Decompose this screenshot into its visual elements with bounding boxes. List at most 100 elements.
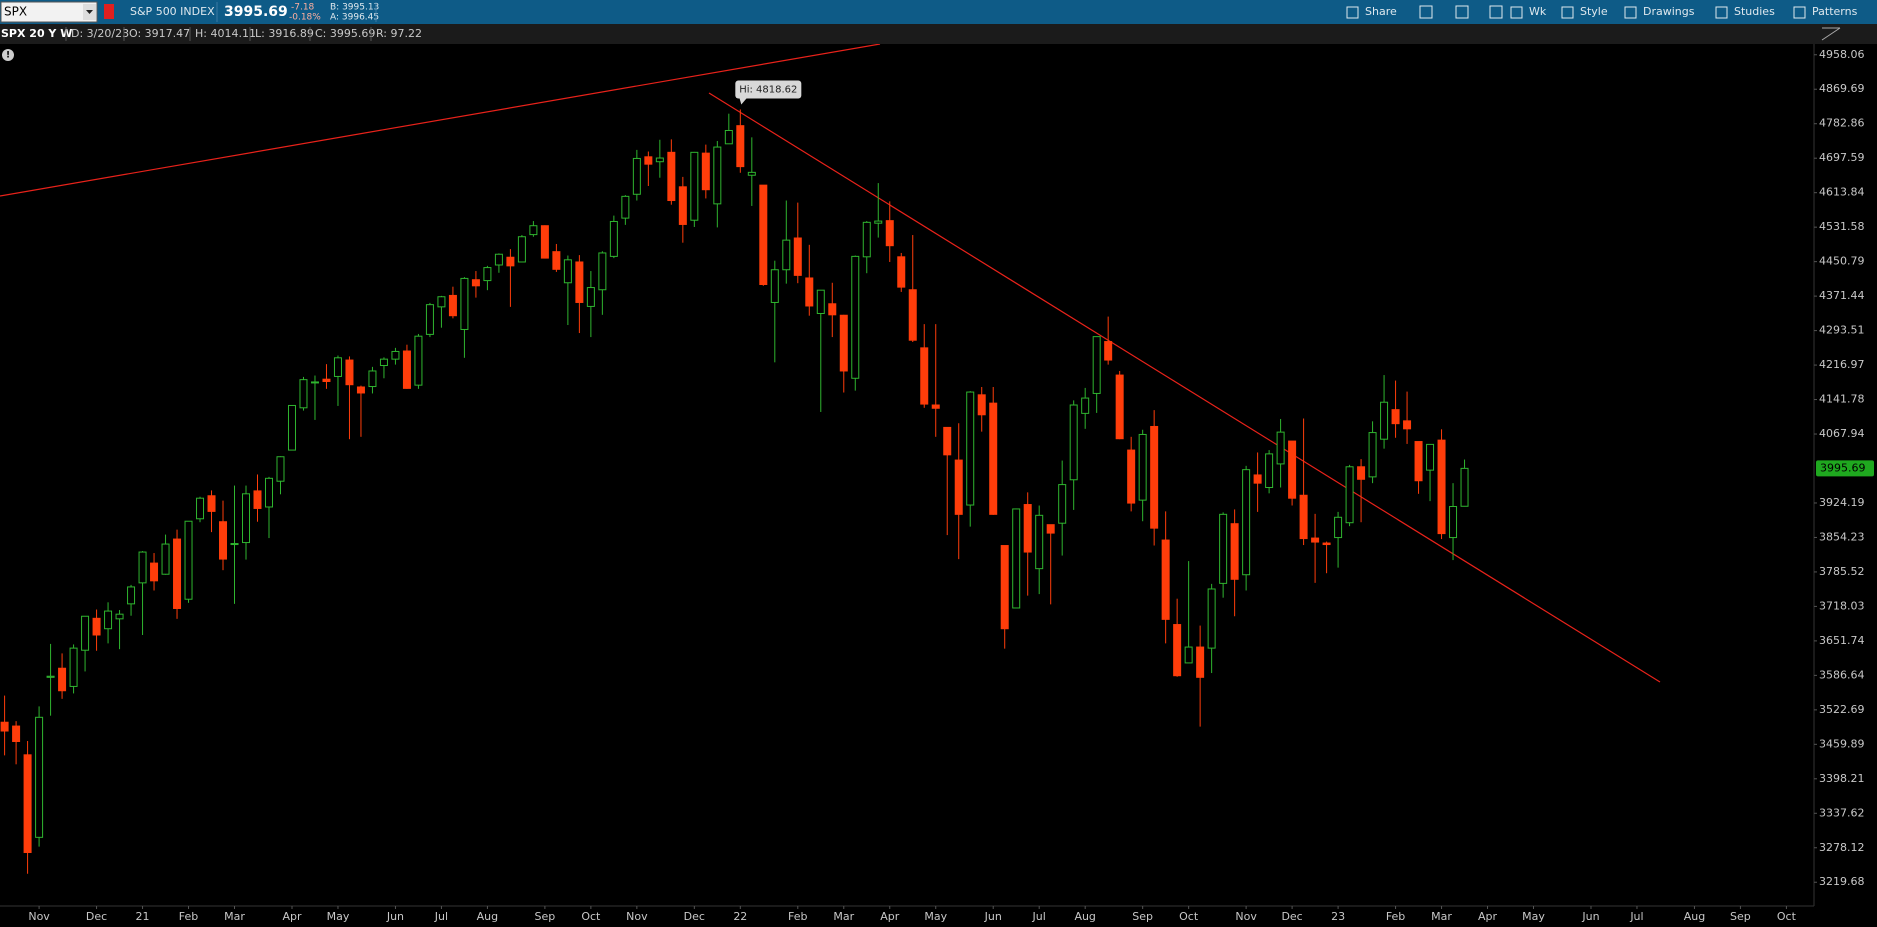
- y-tick-label: 3278.12: [1819, 841, 1865, 854]
- status-field: R: 97.22: [376, 27, 422, 40]
- candle-body: [196, 497, 205, 520]
- alert-icon[interactable]: [2, 49, 14, 61]
- trendline: [708, 92, 1661, 683]
- x-tick-label: Oct: [1777, 910, 1797, 923]
- toolbar-button-label[interactable]: Patterns: [1812, 5, 1858, 18]
- x-tick-label: Oct: [1179, 910, 1199, 923]
- x-tick-label: Jun: [984, 910, 1002, 923]
- y-tick-label: 4697.59: [1819, 151, 1865, 164]
- candle-body: [1092, 336, 1101, 394]
- symbol-input[interactable]: [0, 1, 98, 23]
- candle-body: [1115, 374, 1124, 440]
- candle-body: [598, 252, 607, 291]
- button-icon: [1561, 6, 1574, 19]
- x-tick-label: Sep: [1132, 910, 1153, 923]
- button-icon: [1346, 6, 1359, 19]
- candle-body: [575, 261, 584, 303]
- toolbar-button-label[interactable]: Studies: [1734, 5, 1775, 18]
- y-tick-label: 4293.51: [1819, 324, 1865, 337]
- candle-body: [1127, 449, 1136, 504]
- candle-body: [1288, 440, 1297, 499]
- toolbar-button-label[interactable]: Drawings: [1643, 5, 1695, 18]
- y-tick-label: 4450.79: [1819, 255, 1865, 268]
- candle-body: [621, 195, 630, 219]
- candle-body: [299, 379, 308, 409]
- candle-body: [345, 359, 354, 386]
- candle-body: [127, 586, 136, 605]
- candle-body: [242, 493, 251, 544]
- x-tick-label: Sep: [535, 910, 556, 923]
- candle-body: [943, 426, 952, 456]
- candle-body: [1058, 484, 1067, 524]
- candle-body: [920, 347, 929, 405]
- candle-body: [1460, 467, 1469, 507]
- candle-body: [173, 538, 182, 609]
- y-tick-label: 3586.64: [1819, 668, 1865, 681]
- x-tick-label: Oct: [581, 910, 601, 923]
- candle-body: [701, 152, 710, 191]
- candle-body: [1150, 425, 1159, 529]
- candle-body: [402, 350, 411, 389]
- link-icon[interactable]: [104, 4, 114, 19]
- x-tick-label: Dec: [1281, 910, 1302, 923]
- y-tick-label: 4613.84: [1819, 186, 1865, 199]
- toolbar-icon[interactable]: [1419, 5, 1433, 19]
- candle-body: [253, 490, 262, 509]
- dropdown-arrow: [86, 10, 93, 14]
- button-icon: [1510, 6, 1523, 19]
- candle-body: [1023, 504, 1032, 553]
- toolbar-button-label[interactable]: Wk: [1529, 5, 1547, 18]
- annotation: Hi: 4818.62: [739, 84, 797, 95]
- candle-body: [586, 287, 595, 307]
- x-tick-label: Nov: [1235, 910, 1257, 923]
- y-tick-label: 4958.06: [1819, 48, 1865, 61]
- candle-body: [138, 551, 147, 584]
- candle-body: [667, 151, 676, 202]
- candle-body: [1276, 431, 1285, 465]
- candle-body: [1046, 524, 1055, 534]
- y-tick-label: 3854.23: [1819, 530, 1865, 543]
- candle-body: [736, 125, 745, 168]
- plot-area: [0, 44, 1814, 906]
- candle-body: [724, 129, 733, 145]
- candle-body: [0, 721, 9, 732]
- candle-body: [1322, 542, 1331, 546]
- y-tick-label: 4782.86: [1819, 117, 1865, 130]
- candle-body: [35, 716, 44, 838]
- toolbar-icon[interactable]: [1489, 5, 1503, 19]
- candle-body: [379, 358, 388, 367]
- status-bar: [0, 24, 1877, 44]
- candle-body: [1253, 474, 1262, 484]
- candle-body: [1414, 441, 1423, 482]
- x-tick-label: Nov: [626, 910, 648, 923]
- candle-body: [1173, 624, 1182, 677]
- button-icon: [1715, 6, 1728, 19]
- candle-body: [184, 520, 193, 600]
- x-tick-label: Apr: [880, 910, 900, 923]
- candle-body: [517, 236, 526, 263]
- candle-body: [1081, 397, 1090, 414]
- y-tick-label: 3337.62: [1819, 806, 1865, 819]
- last-price-box: [1816, 460, 1874, 477]
- expand-icon[interactable]: [1821, 27, 1841, 41]
- candle-body: [1380, 401, 1389, 440]
- toolbar-button-label[interactable]: Style: [1580, 5, 1608, 18]
- candle-body: [483, 267, 492, 282]
- candle-body: [448, 294, 457, 317]
- last-price: 3995.69: [224, 4, 288, 20]
- status-field: H: 4014.11: [195, 27, 256, 40]
- candle-body: [839, 314, 848, 372]
- candle-body: [46, 675, 55, 678]
- candle-body: [1391, 409, 1400, 425]
- status-field: C: 3995.69: [315, 27, 375, 40]
- x-tick-label: Jul: [434, 910, 448, 923]
- candle-body: [897, 256, 906, 288]
- candle-body: [356, 386, 365, 394]
- toolbar-button-label[interactable]: Share: [1365, 5, 1397, 18]
- candle-body: [391, 350, 400, 360]
- candle-body: [885, 220, 894, 247]
- toolbar-icon[interactable]: [1455, 5, 1469, 19]
- x-tick-label: Feb: [788, 910, 807, 923]
- candle-body: [655, 157, 664, 163]
